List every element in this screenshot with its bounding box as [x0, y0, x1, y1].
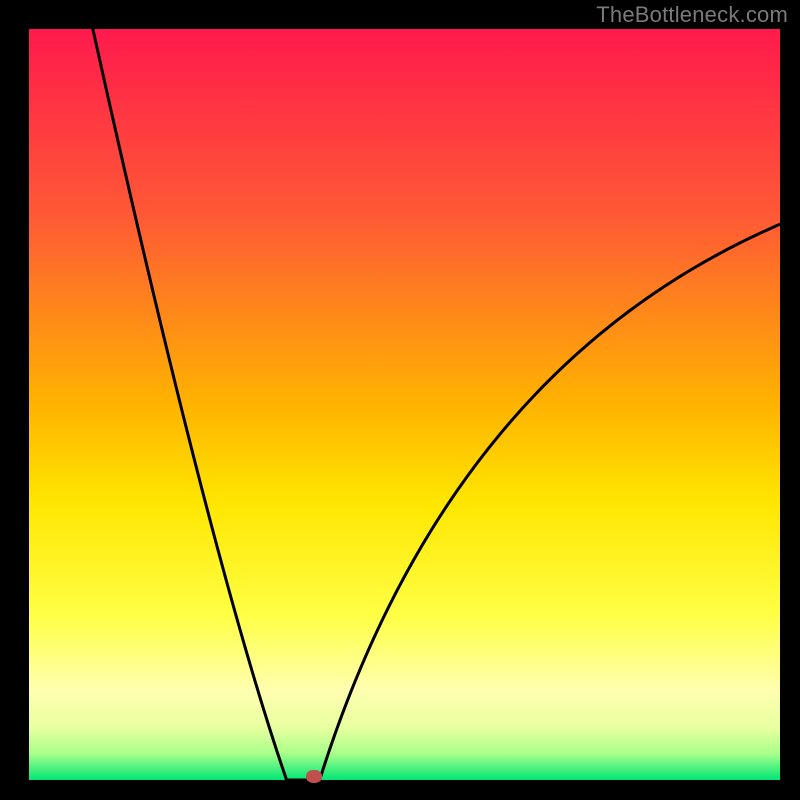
- target-marker: [306, 770, 322, 783]
- curve-layer: [0, 0, 800, 800]
- chart-container: TheBottleneck.com: [0, 0, 800, 800]
- watermark-label: TheBottleneck.com: [596, 2, 788, 28]
- bottleneck-curve: [93, 29, 780, 780]
